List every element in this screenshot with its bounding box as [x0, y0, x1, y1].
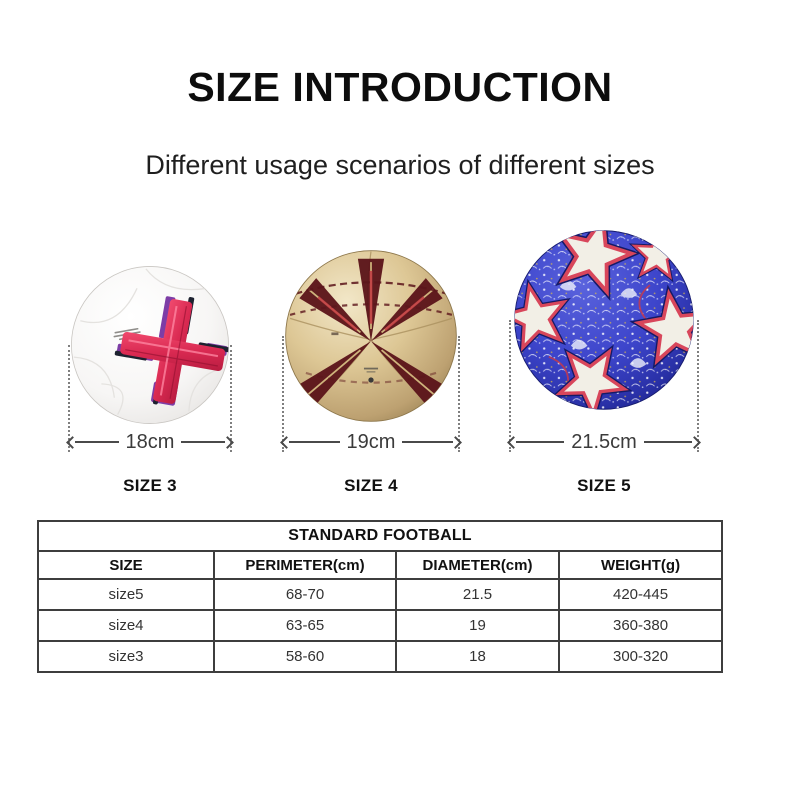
table-cell: 300-320	[557, 640, 724, 673]
diameter-arrow-size3: 18cm	[66, 430, 234, 453]
dimension-line	[516, 441, 565, 443]
column-header-diameter: DIAMETER(cm)	[395, 550, 560, 580]
table-cell: size5	[37, 578, 215, 611]
diameter-value: 19cm	[346, 430, 396, 453]
measure-guide-left	[509, 320, 511, 452]
arrowhead-right-icon	[688, 435, 701, 449]
column-header-weight: WEIGHT(g)	[557, 550, 724, 580]
football-size3-image	[71, 266, 229, 424]
arrowhead-left-icon	[507, 435, 520, 449]
table-cell: 68-70	[213, 578, 397, 611]
table-cell: size3	[37, 640, 215, 673]
table-cell: 18	[395, 640, 560, 673]
dimension-line	[402, 441, 453, 443]
measure-guide-left	[282, 336, 284, 452]
dimension-line	[289, 441, 340, 443]
size-label-size5: SIZE 5	[577, 476, 631, 495]
table-title: STANDARD FOOTBALL	[36, 520, 724, 552]
table-row-size4: size4 63-65 19 360-380	[37, 609, 724, 642]
table-cell: 360-380	[557, 609, 724, 642]
column-header-size: SIZE	[37, 550, 215, 580]
page-subtitle: Different usage scenarios of different s…	[145, 150, 655, 180]
diameter-arrow-size4: 19cm	[280, 430, 462, 453]
table-cell: 19	[395, 609, 560, 642]
measure-guide-right	[697, 320, 699, 452]
arrowhead-right-icon	[449, 435, 462, 449]
dimension-line	[181, 441, 225, 443]
measure-guide-left	[68, 345, 70, 452]
table-cell: 21.5	[395, 578, 560, 611]
diameter-arrow-size5: 21.5cm	[507, 430, 701, 453]
table-row-size5: size5 68-70 21.5 420-445	[37, 578, 724, 611]
column-header-perimeter: PERIMETER(cm)	[213, 550, 397, 580]
dimension-line	[75, 441, 119, 443]
football-size5-image	[514, 230, 694, 410]
table-cell: size4	[37, 609, 215, 642]
size-label-size3: SIZE 3	[123, 476, 177, 495]
table-cell: 420-445	[557, 578, 724, 611]
arrowhead-left-icon	[280, 435, 293, 449]
size-label-size4: SIZE 4	[344, 476, 398, 495]
table-row-size3: size3 58-60 18 300-320	[37, 640, 724, 673]
diameter-value: 18cm	[125, 430, 175, 453]
page-title: SIZE INTRODUCTION	[187, 64, 613, 110]
dimension-line	[643, 441, 692, 443]
football-size4-image	[285, 250, 457, 422]
size-table: STANDARD FOOTBALL SIZE PERIMETER(cm) DIA…	[36, 520, 724, 673]
measure-guide-right	[458, 336, 460, 452]
arrowhead-right-icon	[221, 435, 234, 449]
table-cell: 58-60	[213, 640, 397, 673]
diameter-value: 21.5cm	[571, 430, 637, 453]
table-cell: 63-65	[213, 609, 397, 642]
measure-guide-right	[230, 345, 232, 452]
arrowhead-left-icon	[66, 435, 79, 449]
